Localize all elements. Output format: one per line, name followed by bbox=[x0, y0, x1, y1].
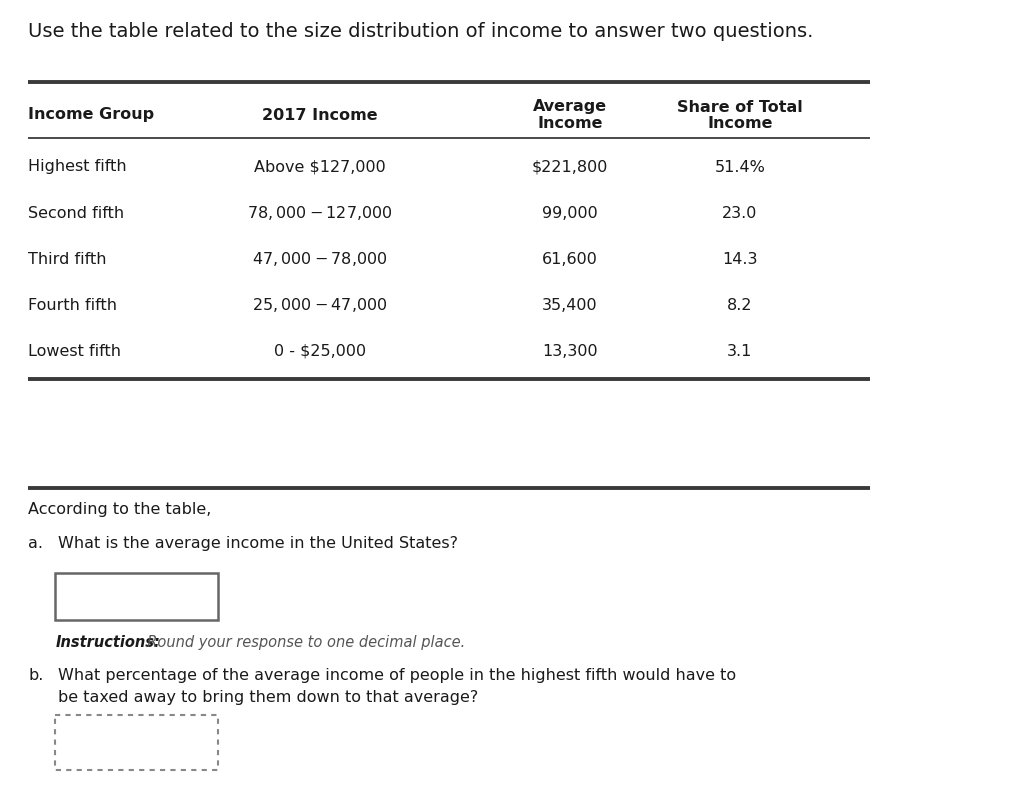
Text: Lowest fifth: Lowest fifth bbox=[28, 343, 121, 359]
Text: 3.1: 3.1 bbox=[727, 343, 753, 359]
Text: 13,300: 13,300 bbox=[542, 343, 598, 359]
Text: Third fifth: Third fifth bbox=[28, 251, 106, 266]
Text: Round your response to one decimal place.: Round your response to one decimal place… bbox=[138, 635, 465, 650]
Text: b.: b. bbox=[28, 668, 43, 683]
Text: 61,600: 61,600 bbox=[542, 251, 598, 266]
Text: Use the table related to the size distribution of income to answer two questions: Use the table related to the size distri… bbox=[28, 22, 813, 41]
Bar bbox=[55, 715, 218, 770]
Text: According to the table,: According to the table, bbox=[28, 502, 211, 517]
Text: Highest fifth: Highest fifth bbox=[28, 160, 127, 174]
Text: Average: Average bbox=[532, 100, 607, 114]
Text: be taxed away to bring them down to that average?: be taxed away to bring them down to that… bbox=[58, 690, 478, 705]
Text: Income: Income bbox=[708, 117, 773, 131]
Text: What is the average income in the United States?: What is the average income in the United… bbox=[58, 536, 458, 551]
Text: 2017 Income: 2017 Income bbox=[262, 108, 378, 122]
Text: 0 - $25,000: 0 - $25,000 bbox=[274, 343, 366, 359]
Text: $78,000 - $127,000: $78,000 - $127,000 bbox=[247, 204, 393, 222]
Text: a.: a. bbox=[28, 536, 43, 551]
Text: What percentage of the average income of people in the highest fifth would have : What percentage of the average income of… bbox=[58, 668, 736, 683]
Text: 23.0: 23.0 bbox=[722, 206, 758, 220]
Text: 8.2: 8.2 bbox=[727, 297, 753, 313]
Text: 99,000: 99,000 bbox=[542, 206, 598, 220]
Text: 14.3: 14.3 bbox=[722, 251, 758, 266]
Text: 51.4%: 51.4% bbox=[715, 160, 765, 174]
Text: Income: Income bbox=[538, 117, 603, 131]
Text: Share of Total: Share of Total bbox=[677, 100, 803, 114]
Text: 35,400: 35,400 bbox=[542, 297, 598, 313]
Text: $25,000 - $47,000: $25,000 - $47,000 bbox=[252, 296, 388, 314]
Text: $47,000 - $78,000: $47,000 - $78,000 bbox=[252, 250, 388, 268]
Text: Second fifth: Second fifth bbox=[28, 206, 124, 220]
Text: Income Group: Income Group bbox=[28, 108, 155, 122]
Bar bbox=[55, 573, 218, 620]
Text: Instructions:: Instructions: bbox=[56, 635, 161, 650]
Text: $221,800: $221,800 bbox=[531, 160, 608, 174]
Text: Above $127,000: Above $127,000 bbox=[254, 160, 386, 174]
Text: Fourth fifth: Fourth fifth bbox=[28, 297, 117, 313]
